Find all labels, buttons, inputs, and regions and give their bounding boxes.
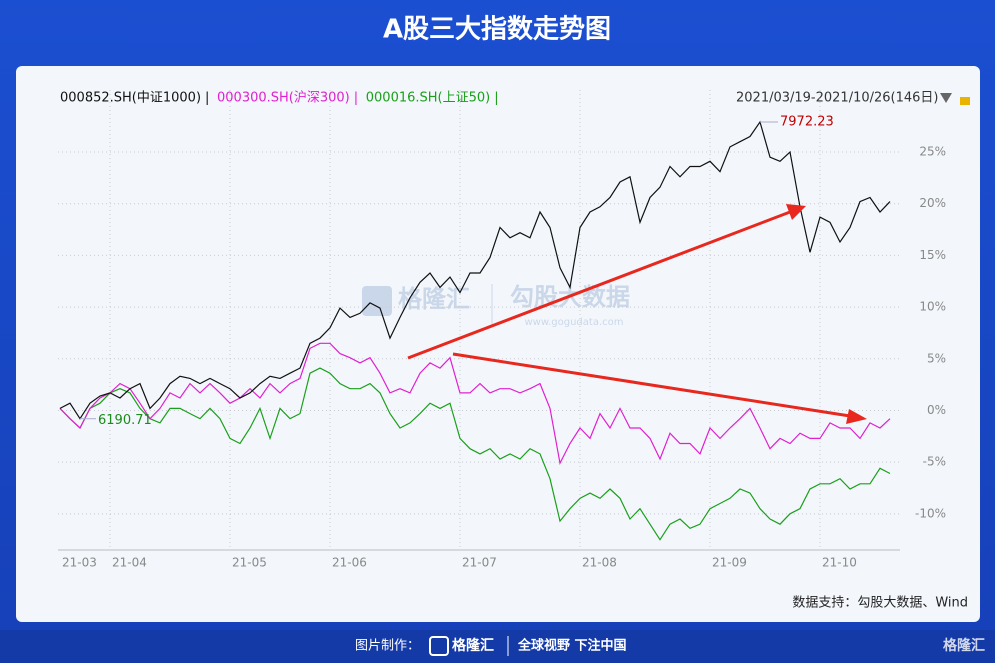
x-tick-label: 21-04	[112, 556, 147, 570]
annotation: 6190.71	[98, 413, 152, 428]
series-line	[59, 120, 891, 420]
arrowhead	[786, 204, 806, 220]
x-tick-label: 21-07	[462, 556, 497, 570]
y-tick-label: 10%	[919, 300, 946, 314]
legend-entry: 000300.SH(沪深300)	[217, 90, 350, 106]
annotation: 7972.23	[780, 115, 834, 130]
legend-separator: |	[205, 91, 209, 106]
x-tick-label: 21-09	[712, 556, 747, 570]
x-tick-label: 21-03	[62, 556, 97, 570]
dropdown-icon[interactable]	[940, 93, 952, 103]
series-line	[59, 367, 891, 541]
footer-bar	[0, 630, 995, 663]
arrowhead	[846, 409, 867, 424]
legend-entry: 000852.SH(中证1000)	[60, 91, 201, 106]
y-tick-label: 25%	[919, 145, 946, 159]
x-tick-label: 21-06	[332, 556, 367, 570]
x-tick-label: 21-08	[582, 556, 617, 570]
watermark-logo	[362, 286, 392, 316]
series-line	[59, 342, 891, 466]
y-tick-label: 15%	[919, 248, 946, 262]
footer-logo	[429, 636, 449, 656]
legend-separator: |	[354, 91, 358, 106]
watermark-url: www.gogudata.com	[524, 317, 623, 328]
arrows	[407, 204, 867, 424]
y-tick-label: -10%	[915, 506, 946, 520]
y-tick-label: 0%	[927, 403, 946, 417]
source: 数据支持：勾股大数据、Wind	[792, 596, 968, 611]
panel	[16, 66, 980, 622]
arrow	[407, 210, 791, 360]
plot: -10% -5% 0% 5% 10% 15% 20% 25% 21-03 21-04 21-05 21…	[58, 90, 946, 570]
footer-brand: 格隆汇	[452, 637, 494, 654]
page-title: A股三大指数走势图	[383, 15, 611, 45]
lock-icon[interactable]	[960, 97, 970, 105]
footer-slogan: 全球视野 下注中国	[517, 638, 627, 654]
y-tick-label: 20%	[919, 196, 946, 210]
x-tick-label: 21-05	[232, 556, 267, 570]
date-range: 2021/03/19-2021/10/26(146日)	[736, 91, 939, 106]
x-tick-label: 21-10	[822, 556, 857, 570]
y-tick-label: -5%	[923, 455, 946, 469]
y-tick-label: 5%	[927, 351, 946, 365]
legend-separator: |	[494, 91, 498, 106]
arrow	[452, 352, 851, 418]
corner-logo: 格隆汇	[943, 637, 985, 654]
legend-entry: 000016.SH(上证50)	[366, 91, 490, 106]
footer-made: 图片制作：	[355, 639, 420, 654]
